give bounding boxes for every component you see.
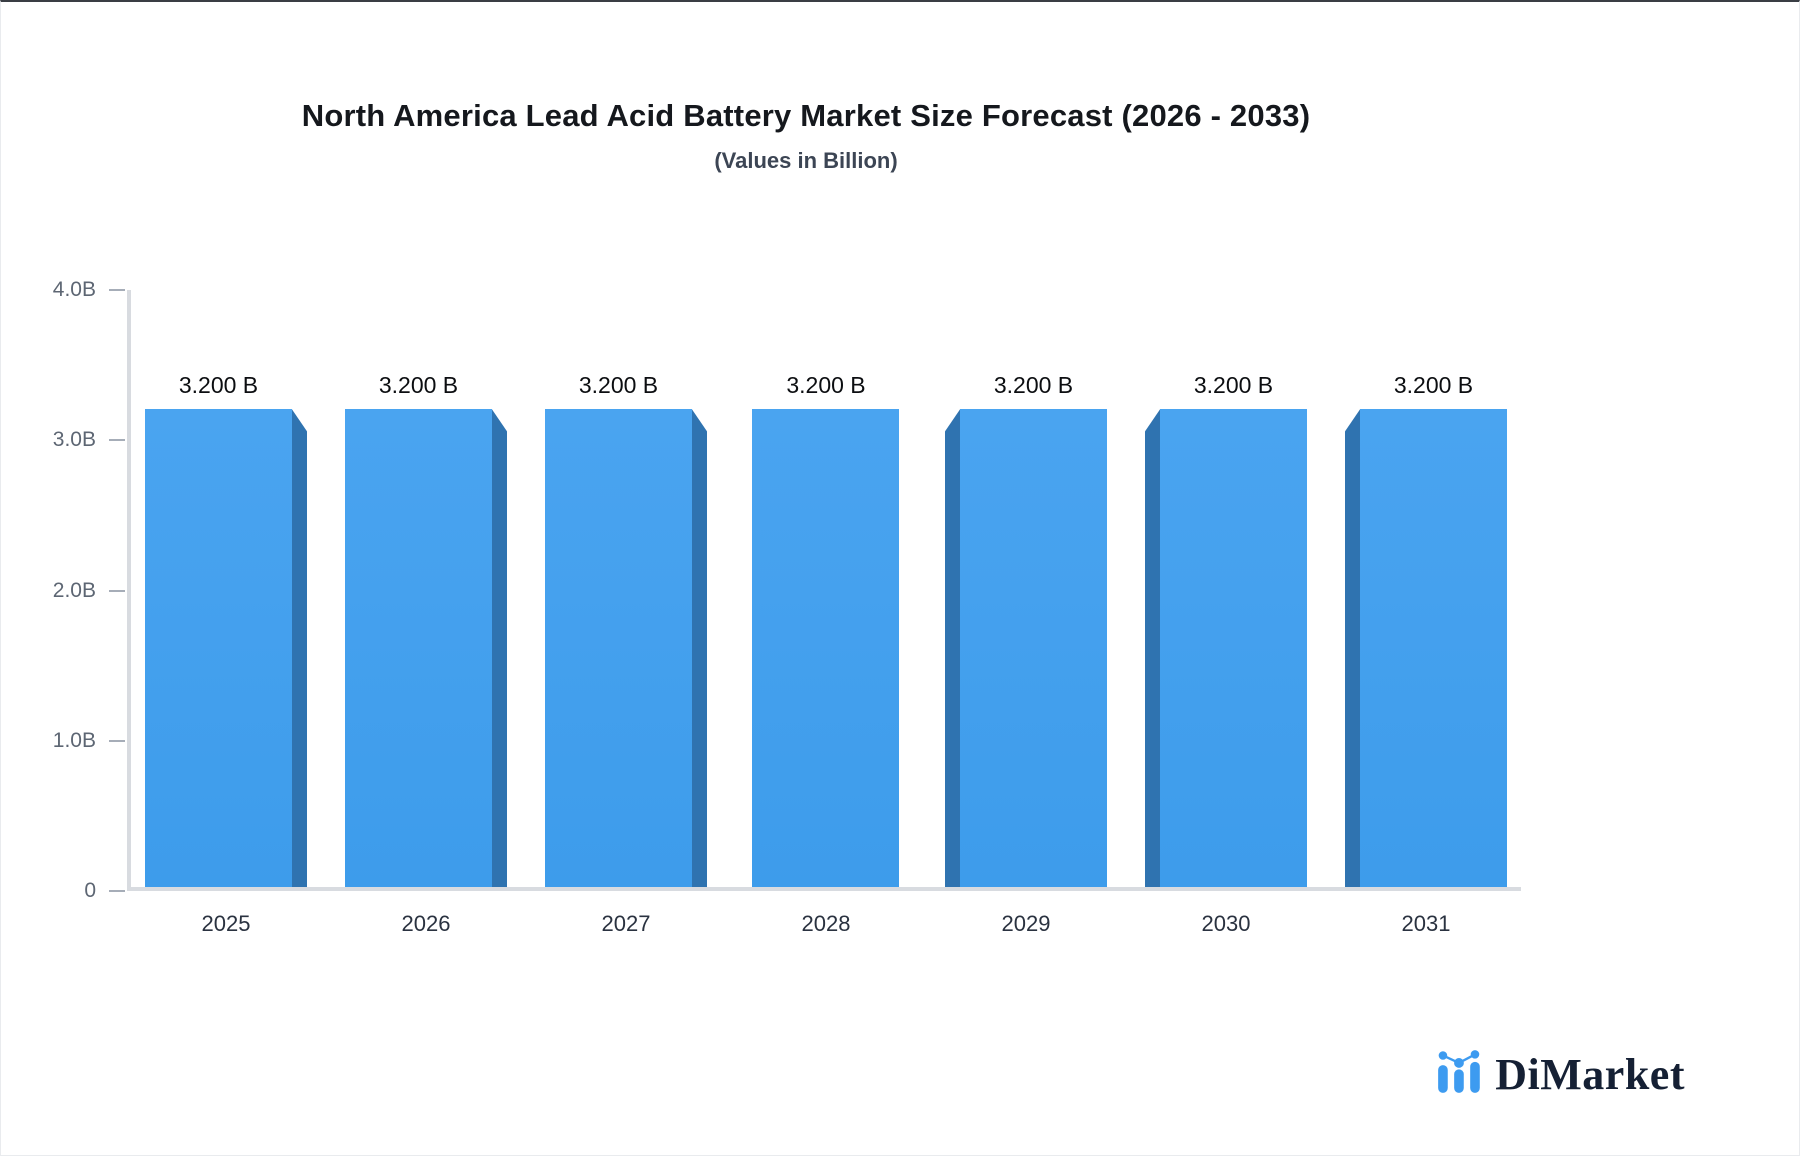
bar-group-2027: 3.200 B 2027 bbox=[545, 290, 707, 936]
bar-3d-side bbox=[492, 409, 507, 887]
bar-2029: 3.200 B bbox=[945, 372, 1107, 887]
y-tick: 1.0B bbox=[18, 729, 125, 753]
bar-3d-side bbox=[945, 409, 960, 887]
bar-3d-side bbox=[292, 409, 307, 887]
bar-line-chart-icon bbox=[1436, 1048, 1483, 1100]
y-axis: 4.0B 3.0B 2.0B 1.0B 0 bbox=[15, 278, 125, 902]
bar-face bbox=[1360, 409, 1507, 887]
bar-group-2030: 3.200 B 2030 bbox=[1145, 290, 1307, 936]
bar-2031: 3.200 B bbox=[1345, 372, 1507, 887]
bar-3d-side bbox=[1145, 409, 1160, 887]
brand-logo: DiMarket bbox=[1436, 1048, 1685, 1100]
bar-value-label: 3.200 B bbox=[786, 372, 866, 399]
bar-face bbox=[1160, 409, 1307, 887]
bar-group-2028: 3.200 B 2028 bbox=[745, 290, 907, 936]
y-tick: 3.0B bbox=[18, 428, 125, 452]
y-tick-label: 0 bbox=[84, 879, 96, 902]
y-tick-mark bbox=[109, 289, 125, 291]
bar-group-2025: 3.200 B 2025 bbox=[145, 290, 307, 936]
bar-group-2031: 3.200 B 2031 bbox=[1345, 290, 1507, 936]
y-tick: 2.0B bbox=[18, 579, 125, 603]
x-axis-label: 2027 bbox=[601, 911, 651, 936]
y-tick-label: 2.0B bbox=[52, 578, 96, 602]
x-axis-label: 2030 bbox=[1201, 911, 1251, 936]
bar-2027: 3.200 B bbox=[545, 372, 707, 887]
bar-2028: 3.200 B bbox=[745, 372, 907, 887]
bar-value-label: 3.200 B bbox=[178, 372, 259, 399]
y-tick-mark bbox=[109, 589, 125, 592]
y-tick-mark bbox=[109, 739, 125, 742]
y-tick-label: 3.0B bbox=[52, 428, 96, 452]
bar-value-label: 3.200 B bbox=[1393, 372, 1474, 399]
chart-subtitle: (Values in Billion) bbox=[714, 148, 898, 173]
chart-header: North America Lead Acid Battery Market S… bbox=[1, 98, 1611, 174]
bar-face bbox=[345, 409, 492, 887]
bar-value-label: 3.200 B bbox=[578, 372, 659, 399]
y-tick-mark bbox=[109, 439, 125, 442]
bar-3d-side bbox=[1345, 409, 1360, 887]
x-axis-label: 2029 bbox=[1001, 911, 1051, 936]
bar-face bbox=[145, 409, 292, 887]
y-tick-mark bbox=[109, 890, 125, 892]
bar-face bbox=[960, 409, 1107, 887]
x-axis-label: 2028 bbox=[801, 911, 851, 936]
bar-3d-side bbox=[692, 409, 707, 887]
bar-group-2029: 3.200 B 2029 bbox=[945, 290, 1107, 936]
bar-group-2026: 3.200 B 2026 bbox=[345, 290, 507, 936]
bar-face bbox=[545, 409, 692, 887]
brand-logo-text: DiMarket bbox=[1495, 1049, 1685, 1099]
bar-value-label: 3.200 B bbox=[1193, 372, 1274, 399]
y-tick-label: 4.0B bbox=[52, 278, 96, 301]
x-axis-label: 2026 bbox=[401, 911, 451, 936]
bar-2030: 3.200 B bbox=[1145, 372, 1307, 887]
x-axis-label: 2031 bbox=[1401, 911, 1451, 936]
bar-2025: 3.200 B bbox=[145, 372, 307, 887]
bar-value-label: 3.200 B bbox=[993, 372, 1074, 399]
bar-2026: 3.200 B bbox=[345, 372, 507, 887]
y-tick-label: 1.0B bbox=[52, 728, 96, 752]
y-tick: 4.0B bbox=[18, 278, 125, 302]
y-tick: 0 bbox=[18, 879, 125, 903]
bar-face bbox=[752, 409, 899, 887]
chart-title: North America Lead Acid Battery Market S… bbox=[301, 98, 1311, 133]
bar-value-label: 3.200 B bbox=[378, 372, 459, 399]
x-axis-label: 2025 bbox=[201, 911, 251, 936]
plot-area: 3.200 B 2025 3.200 B 2026 3.200 B 2027 bbox=[127, 290, 1521, 936]
